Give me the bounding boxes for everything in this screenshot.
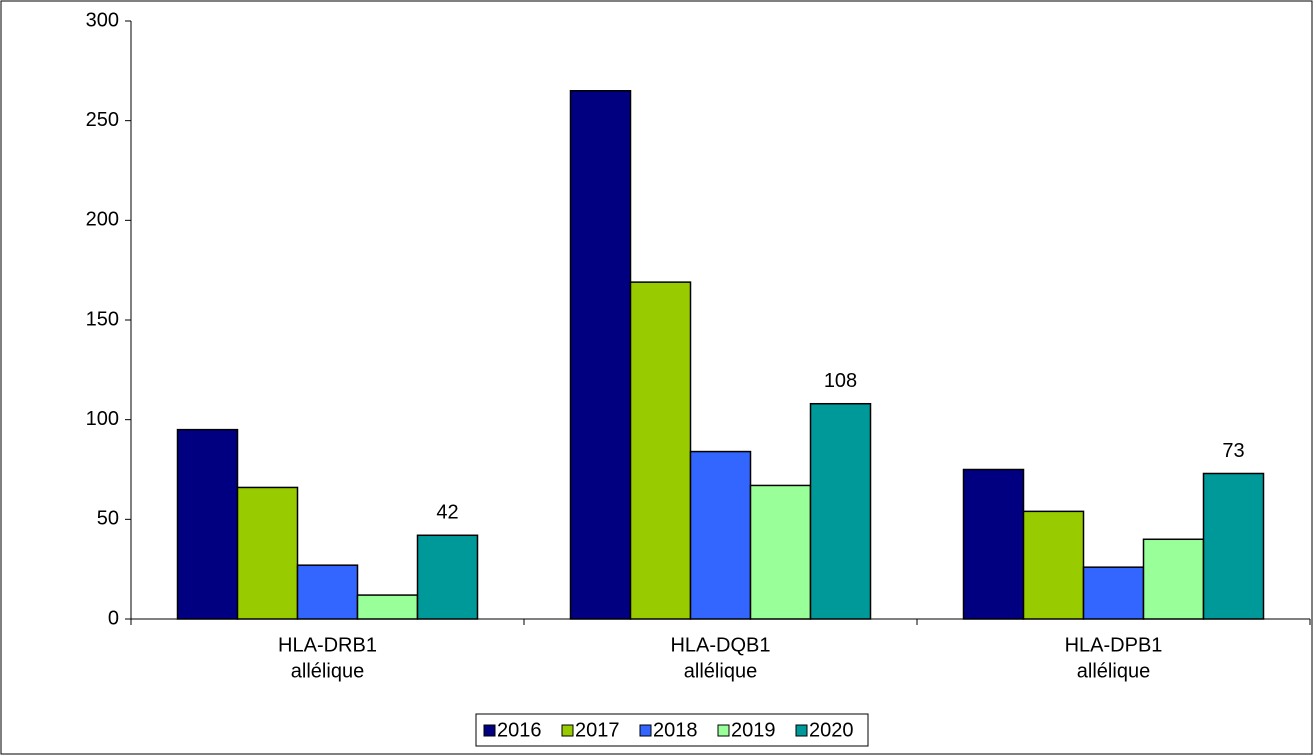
legend-label: 2020 [809, 719, 854, 741]
bar [236, 486, 299, 620]
bar [1022, 510, 1085, 620]
bar [689, 450, 752, 620]
x-tick-label: HLA-DQB1 [670, 634, 770, 656]
x-tick-label: HLA-DPB1 [1065, 634, 1163, 656]
bar [1082, 566, 1145, 620]
bar [809, 402, 872, 620]
legend-swatch [717, 724, 730, 737]
y-tick-label: 0 [108, 607, 119, 629]
legend-swatch [639, 724, 652, 737]
data-label: 42 [436, 502, 458, 524]
bar [749, 484, 812, 620]
y-tick-label: 150 [86, 308, 119, 330]
legend-swatch [483, 724, 496, 737]
legend-label: 2018 [653, 719, 698, 741]
legend-label: 2017 [575, 719, 620, 741]
data-label: 108 [824, 370, 857, 392]
legend-label: 2016 [497, 719, 542, 741]
bar [296, 564, 359, 620]
y-tick-label: 50 [97, 508, 119, 530]
y-tick-label: 250 [86, 109, 119, 131]
bar [176, 428, 239, 620]
bar [629, 281, 692, 620]
data-label: 73 [1222, 440, 1244, 462]
bar [962, 468, 1025, 620]
y-tick-label: 100 [86, 408, 119, 430]
bar [356, 594, 419, 620]
x-tick-label: allélique [291, 660, 364, 682]
legend-label: 2019 [731, 719, 776, 741]
bar [416, 534, 479, 620]
x-tick-label: HLA-DRB1 [278, 634, 377, 656]
x-tick-label: allélique [1077, 660, 1150, 682]
y-tick-label: 200 [86, 209, 119, 231]
y-tick-label: 300 [86, 9, 119, 31]
legend-swatch [795, 724, 808, 737]
bar [569, 90, 632, 620]
bar [1142, 538, 1205, 620]
legend-swatch [561, 724, 574, 737]
x-tick-label: allélique [684, 660, 757, 682]
bar [1202, 472, 1265, 620]
